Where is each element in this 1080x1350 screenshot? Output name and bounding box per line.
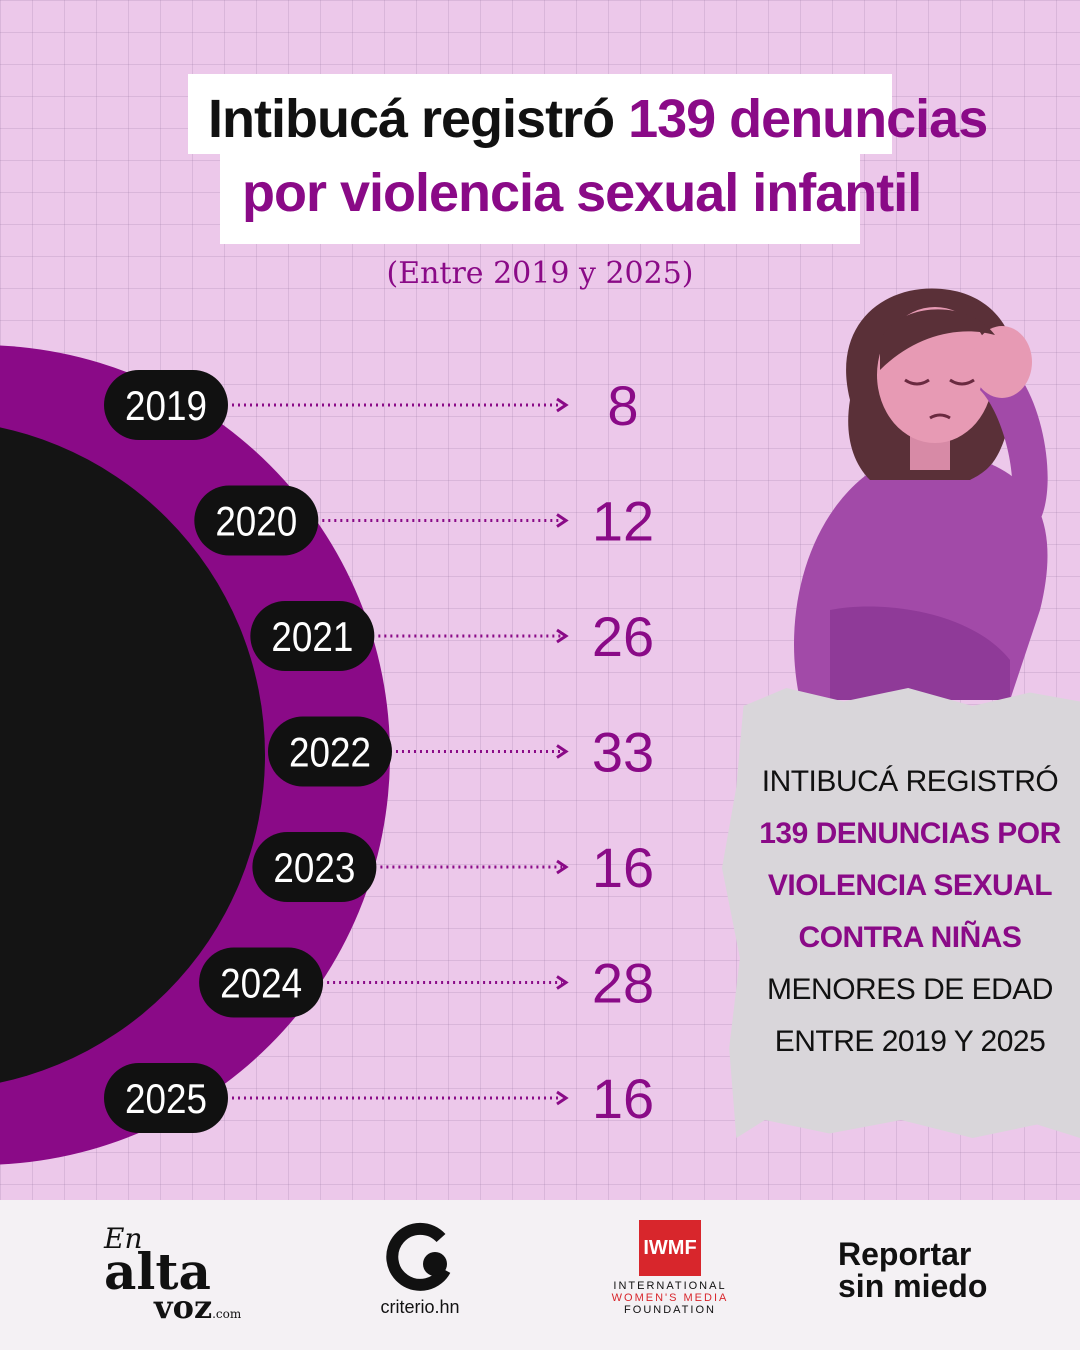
reportar-line-1: Reportar xyxy=(838,1236,972,1272)
year-label-2024: 2024 xyxy=(220,960,302,1007)
year-pill-2023 xyxy=(252,832,377,902)
arrow-head-2025 xyxy=(556,1090,569,1106)
chart-rows: 2019 8 2020 12 2021 26 2022 33 2023 16 2024 28 2025 1… xyxy=(104,370,654,1133)
year-label-2022: 2022 xyxy=(289,729,371,776)
iwmf-line-1: INTERNATIONAL xyxy=(613,1280,727,1292)
year-pill-2025 xyxy=(104,1063,228,1133)
title-prefix: Intibucá registró xyxy=(208,89,629,149)
year-pill-2024 xyxy=(199,947,324,1018)
arrow-head-2022 xyxy=(556,744,569,759)
logo-en: En xyxy=(104,1222,143,1255)
logo-alta: alta xyxy=(104,1242,211,1301)
iwmf-line-2: WOMEN'S MEDIA xyxy=(611,1292,729,1304)
value-label-2019: 8 xyxy=(607,374,638,437)
year-label-2023: 2023 xyxy=(273,844,355,891)
iwmf-mark-text: IWMF xyxy=(643,1237,697,1259)
logo-en-alta-voz: En alta voz.com xyxy=(104,1222,242,1329)
value-label-2022: 33 xyxy=(592,721,654,784)
criterio-mark-icon xyxy=(386,1222,451,1291)
value-label-2025: 16 xyxy=(592,1067,654,1130)
logo-voz: voz xyxy=(154,1288,213,1326)
reportar-line-2: sin miedo xyxy=(838,1268,988,1304)
title-box xyxy=(188,74,892,154)
title-box-line2 xyxy=(220,150,860,244)
logo-criterio-text: criterio.hn xyxy=(380,1297,460,1317)
woman-illustration xyxy=(794,288,1048,700)
iwmf-mark: IWMF xyxy=(639,1220,701,1276)
black-circle xyxy=(0,427,265,1083)
value-label-2020: 12 xyxy=(592,490,654,553)
arrow-head-2021 xyxy=(556,628,569,644)
note-paper xyxy=(722,688,1080,1138)
subtitle: (Entre 2019 y 2025) xyxy=(386,256,694,291)
logo-criterio: criterio.hn xyxy=(370,1222,470,1318)
year-label-2019: 2019 xyxy=(125,382,207,429)
value-label-2021: 26 xyxy=(592,605,654,668)
arrow-head-2024 xyxy=(556,975,569,990)
note-highlight-2: VIOLENCIA SEXUAL xyxy=(767,869,1053,902)
logo-com: .com xyxy=(212,1307,242,1321)
logo-iwmf: IWMF INTERNATIONAL WOMEN'S MEDIA FOUNDAT… xyxy=(600,1220,740,1316)
year-pill-2019 xyxy=(104,370,228,440)
value-label-2023: 16 xyxy=(592,836,654,899)
year-pill-2020 xyxy=(194,485,319,556)
note-line-3: ENTRE 2019 Y 2025 xyxy=(774,1025,1046,1058)
note-highlight-1: 139 DENUNCIAS POR xyxy=(759,817,1061,850)
year-pill-2022 xyxy=(267,716,392,787)
value-label-2024: 28 xyxy=(592,952,654,1015)
logo-voz-row: voz.com xyxy=(104,1291,242,1329)
footer xyxy=(0,1200,1080,1350)
logo-reportar-sin-miedo: Reportar sin miedo xyxy=(838,1238,987,1302)
note-highlight-3: CONTRA NIÑAS xyxy=(798,921,1022,954)
arrow-head-2019 xyxy=(556,397,569,413)
chart: 2019 8 2020 12 2021 26 2022 33 2023 16 2024 28 2025 1… xyxy=(0,345,654,1165)
title-line-2: por violencia sexual infantil xyxy=(242,163,922,223)
note-text: INTIBUCÁ REGISTRÓ 139 DENUNCIAS POR VIOL… xyxy=(740,756,1080,1068)
arrow-head-2020 xyxy=(556,513,569,528)
year-label-2021: 2021 xyxy=(271,613,353,660)
year-pill-2021 xyxy=(250,601,375,671)
iwmf-line-3: FOUNDATION xyxy=(624,1304,716,1316)
title-highlight: 139 denuncias xyxy=(628,89,988,149)
note-line-1: INTIBUCÁ REGISTRÓ xyxy=(761,765,1059,798)
note-line-2: MENORES DE EDAD xyxy=(767,973,1053,1006)
year-label-2025: 2025 xyxy=(125,1075,207,1122)
title-line-1: Intibucá registró 139 denuncias xyxy=(208,88,988,150)
year-label-2020: 2020 xyxy=(215,498,297,545)
arrow-head-2023 xyxy=(556,859,569,875)
